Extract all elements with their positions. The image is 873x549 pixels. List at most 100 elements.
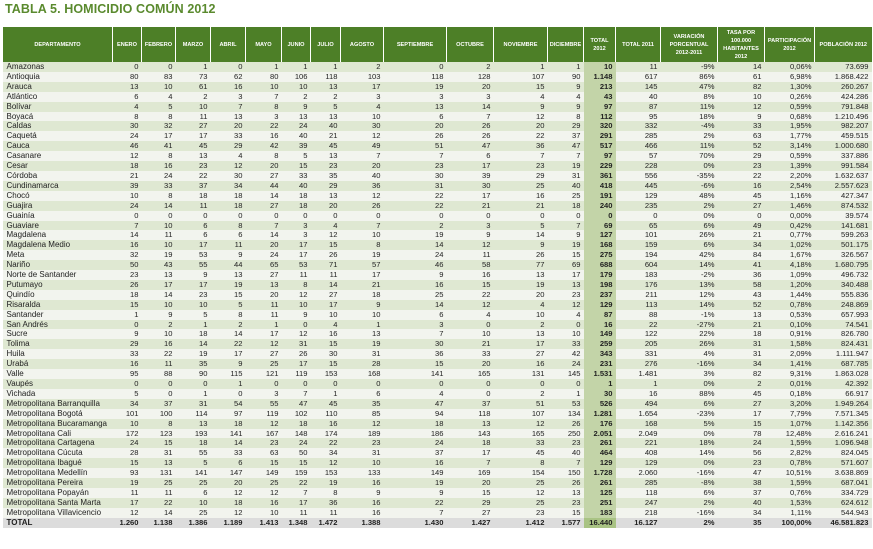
department-name: Caldas [2, 121, 113, 132]
table-cell: 22 [175, 170, 211, 181]
table-cell: 0,42% [764, 220, 815, 231]
table-cell: 18 [281, 200, 311, 211]
table-cell: 7 [383, 329, 447, 340]
table-cell: 169 [446, 468, 494, 479]
table-cell: 24 [141, 170, 176, 181]
table-cell: 159 [281, 468, 311, 479]
table-cell: 3 [383, 91, 447, 102]
table-cell: 23 [245, 438, 282, 449]
table-row: Nariño 50 43 55 44 65 53 71 57 46 58 77 69 688 604 14% 4… [2, 260, 872, 271]
table-cell: 18 [210, 190, 246, 201]
table-cell: 4 [210, 151, 246, 162]
table-cell: 18 [383, 418, 447, 429]
department-name: Sucre [2, 329, 113, 340]
table-cell: 1.260 [112, 517, 142, 528]
table-cell: 53 [175, 250, 211, 261]
table-cell: 179 [583, 270, 616, 280]
table-cell: 0 [493, 210, 548, 221]
table-cell: 247 [615, 497, 661, 508]
table-cell: 0 [141, 210, 176, 221]
table-cell: 18 [112, 289, 142, 300]
table-cell: 58 [717, 279, 765, 290]
table-cell: 13 [245, 279, 282, 290]
table-cell: 0,26% [764, 91, 815, 102]
table-cell: 4 [547, 309, 584, 320]
table-cell: 129 [615, 190, 661, 201]
table-cell: 13 [210, 111, 246, 122]
table-cell: 9 [340, 487, 384, 498]
table-cell: 826.780 [814, 329, 872, 340]
table-cell: 4 [383, 388, 447, 399]
table-cell: 5 [112, 388, 142, 399]
table-cell: 1 [493, 62, 548, 72]
table-cell: 24 [547, 359, 584, 370]
table-cell: 46 [112, 141, 142, 152]
table-cell: 147 [210, 468, 246, 479]
table-cell: 17 [340, 270, 384, 280]
table-cell: 13 [493, 270, 548, 280]
table-cell: 33 [210, 131, 246, 142]
table-cell: 31 [547, 170, 584, 181]
table-cell: 6 [175, 220, 211, 231]
table-cell: 555.836 [814, 289, 872, 300]
table-cell: 47 [281, 398, 311, 409]
table-cell: 127 [583, 230, 616, 241]
table-row: Huila 33 22 19 17 27 26 30 31 36 33 27 42 343 331 4% 31 2… [2, 349, 872, 360]
table-cell: 14% [660, 448, 718, 459]
department-name: Casanare [2, 151, 113, 162]
table-cell: 9 [210, 359, 246, 370]
table-cell: 8 [281, 279, 311, 290]
column-header: OCTUBRE [446, 27, 494, 62]
table-cell: 331 [615, 349, 661, 360]
table-row: Guaviare 7 10 6 8 7 3 4 7 2 3 5 7 69 65 6% 49 0,42% 141.68… [2, 220, 872, 231]
table-cell: 4 [112, 101, 142, 112]
table-cell: 16 [340, 478, 384, 488]
table-cell: -16% [660, 359, 718, 370]
table-cell: 9 [112, 329, 142, 340]
table-cell: 42 [547, 349, 584, 360]
table-cell: 45 [717, 190, 765, 201]
table-cell: 15 [547, 250, 584, 261]
table-cell: 23 [547, 497, 584, 508]
department-name: Valle [2, 369, 113, 379]
table-cell: 824.431 [814, 339, 872, 350]
table-cell: 16.440 [583, 517, 616, 528]
table-cell: 47 [383, 398, 447, 409]
table-cell: 326.567 [814, 250, 872, 261]
table-cell: 20 [446, 478, 494, 488]
table-cell: 9 [717, 111, 765, 122]
table-cell: 27 [717, 398, 765, 409]
table-cell: 80 [245, 71, 282, 82]
table-cell: 17 [141, 279, 176, 290]
table-cell: 44 [210, 260, 246, 271]
table-cell: 2 [493, 319, 548, 330]
table-row: Metropolitana Cartagena 24 15 18 14 23 24 22 23 2… [2, 438, 872, 449]
table-cell: 12 [547, 299, 584, 310]
table-cell: 1.348 [281, 517, 311, 528]
table-cell: 23 [547, 438, 584, 449]
department-name: Quindío [2, 289, 113, 300]
table-cell: -16% [660, 468, 718, 479]
table-cell: 0 [583, 210, 616, 221]
department-name: Nariño [2, 260, 113, 271]
table-cell: 10 [281, 81, 311, 92]
table-cell: 4 [310, 220, 341, 231]
table-cell: 9 [281, 309, 311, 320]
table-cell: 361 [583, 170, 616, 181]
table-cell: 106 [281, 71, 311, 82]
table-cell: 16 [245, 497, 282, 508]
table-cell: 248.869 [814, 299, 872, 310]
column-header: DEPARTAMENTO [2, 27, 113, 62]
table-cell: 55 [175, 448, 211, 459]
table-cell: 18 [547, 200, 584, 211]
table-cell: 18 [446, 438, 494, 449]
table-cell: 0,59% [764, 151, 815, 162]
table-cell: 31 [383, 180, 447, 191]
table-cell: 26 [446, 121, 494, 132]
table-cell: 131 [493, 369, 548, 379]
table-cell: 2% [660, 497, 718, 508]
table-cell: 13 [340, 329, 384, 340]
table-cell: 25 [175, 507, 211, 518]
table-cell: 73.699 [814, 62, 872, 72]
table-cell: 494 [615, 398, 661, 409]
